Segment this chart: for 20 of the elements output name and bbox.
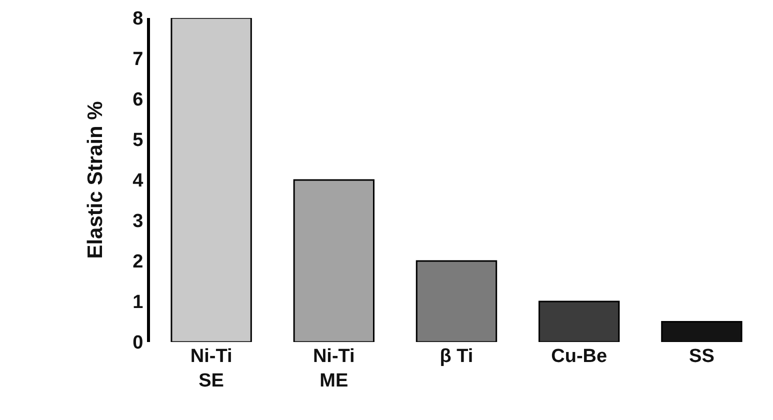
bar [538,300,620,342]
y-tick-label: 5 [132,130,144,152]
y-axis-title: Elastic Strain % [84,100,107,259]
x-tick-label: Ni-Ti ME [312,346,355,392]
bar [661,321,742,342]
y-tick-label: 4 [132,170,144,192]
y-tick-label: 7 [132,49,144,70]
y-tick-label: 3 [132,211,144,232]
bar [293,179,374,342]
y-tick-label: 8 [132,8,144,30]
y-tick-label: 2 [132,252,144,273]
y-tick-label: 0 [132,332,144,354]
bar [170,18,252,342]
x-tick-label: β Ti [440,346,474,367]
bar [416,260,498,342]
x-tick-label: Ni-Ti SE [190,346,232,392]
x-tick-label: Cu-Be [551,346,608,367]
y-tick-label: 6 [132,90,144,111]
y-tick-label: 1 [132,292,144,314]
x-tick-label: SS [689,346,714,367]
